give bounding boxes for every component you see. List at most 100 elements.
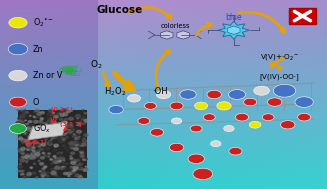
Circle shape	[61, 138, 66, 140]
Circle shape	[23, 170, 25, 171]
Circle shape	[25, 140, 29, 142]
Circle shape	[32, 172, 36, 174]
Circle shape	[56, 166, 61, 169]
Circle shape	[47, 119, 51, 121]
Circle shape	[68, 176, 70, 177]
Circle shape	[82, 138, 86, 140]
Circle shape	[39, 148, 42, 150]
Circle shape	[295, 97, 313, 107]
Circle shape	[54, 116, 58, 118]
Circle shape	[41, 125, 46, 128]
Circle shape	[70, 167, 74, 169]
Circle shape	[150, 129, 164, 136]
Circle shape	[43, 167, 46, 168]
Circle shape	[48, 120, 53, 122]
Circle shape	[65, 122, 67, 123]
Circle shape	[34, 131, 37, 133]
Circle shape	[34, 154, 39, 157]
Circle shape	[61, 128, 64, 129]
Circle shape	[62, 133, 66, 135]
Circle shape	[32, 150, 33, 151]
Circle shape	[44, 136, 50, 139]
Circle shape	[51, 171, 56, 174]
Circle shape	[77, 124, 81, 126]
Circle shape	[73, 167, 76, 169]
Text: O$_2$$^{\bullet-}$: O$_2$$^{\bullet-}$	[33, 16, 54, 29]
Circle shape	[57, 157, 61, 159]
Circle shape	[80, 152, 84, 154]
Circle shape	[68, 122, 73, 125]
Circle shape	[62, 145, 65, 147]
Circle shape	[74, 165, 78, 167]
Circle shape	[21, 139, 26, 142]
Circle shape	[16, 122, 20, 124]
Circle shape	[58, 157, 63, 160]
Circle shape	[76, 120, 80, 123]
Circle shape	[53, 135, 58, 138]
Circle shape	[32, 139, 36, 142]
Circle shape	[28, 121, 32, 123]
Circle shape	[69, 145, 74, 148]
Circle shape	[79, 155, 83, 157]
Circle shape	[78, 176, 83, 179]
Circle shape	[22, 141, 26, 143]
Circle shape	[51, 163, 53, 164]
Circle shape	[69, 133, 72, 135]
Circle shape	[44, 166, 47, 167]
Circle shape	[53, 131, 57, 133]
Circle shape	[37, 130, 39, 131]
Circle shape	[33, 116, 35, 117]
Circle shape	[51, 115, 54, 116]
Circle shape	[64, 121, 66, 123]
Circle shape	[26, 143, 31, 146]
Circle shape	[82, 130, 85, 132]
Circle shape	[78, 163, 82, 165]
Circle shape	[156, 90, 171, 99]
Circle shape	[21, 153, 24, 154]
Circle shape	[71, 147, 74, 149]
Circle shape	[229, 147, 242, 155]
Circle shape	[109, 105, 123, 114]
Circle shape	[71, 152, 75, 154]
Circle shape	[69, 117, 73, 120]
Circle shape	[193, 168, 213, 180]
Circle shape	[55, 116, 58, 118]
Circle shape	[84, 112, 87, 114]
Text: H$_2$O$_2$: H$_2$O$_2$	[104, 85, 126, 98]
Circle shape	[66, 136, 68, 137]
Text: colorless: colorless	[160, 23, 190, 29]
Circle shape	[33, 127, 36, 129]
Circle shape	[54, 144, 59, 147]
Circle shape	[20, 115, 25, 118]
Circle shape	[54, 121, 56, 122]
Circle shape	[67, 150, 69, 151]
Circle shape	[31, 131, 36, 134]
Circle shape	[77, 130, 81, 133]
Circle shape	[61, 162, 65, 164]
Circle shape	[36, 135, 39, 137]
Circle shape	[26, 157, 27, 159]
Circle shape	[128, 94, 141, 102]
Circle shape	[54, 156, 56, 157]
Circle shape	[53, 160, 58, 163]
Circle shape	[43, 155, 46, 156]
Circle shape	[84, 169, 88, 171]
Circle shape	[21, 123, 25, 126]
Circle shape	[52, 150, 57, 152]
Circle shape	[22, 112, 26, 114]
Circle shape	[56, 112, 59, 113]
Circle shape	[26, 160, 27, 161]
Circle shape	[81, 143, 86, 146]
Circle shape	[68, 131, 72, 133]
Circle shape	[40, 157, 42, 158]
Circle shape	[77, 143, 79, 145]
Circle shape	[48, 140, 51, 142]
Circle shape	[19, 163, 21, 164]
Circle shape	[71, 141, 75, 143]
Circle shape	[249, 121, 261, 128]
Text: O$_2$: O$_2$	[90, 59, 103, 71]
Circle shape	[217, 102, 231, 110]
Circle shape	[84, 119, 87, 121]
Circle shape	[18, 130, 23, 133]
Circle shape	[19, 136, 22, 138]
